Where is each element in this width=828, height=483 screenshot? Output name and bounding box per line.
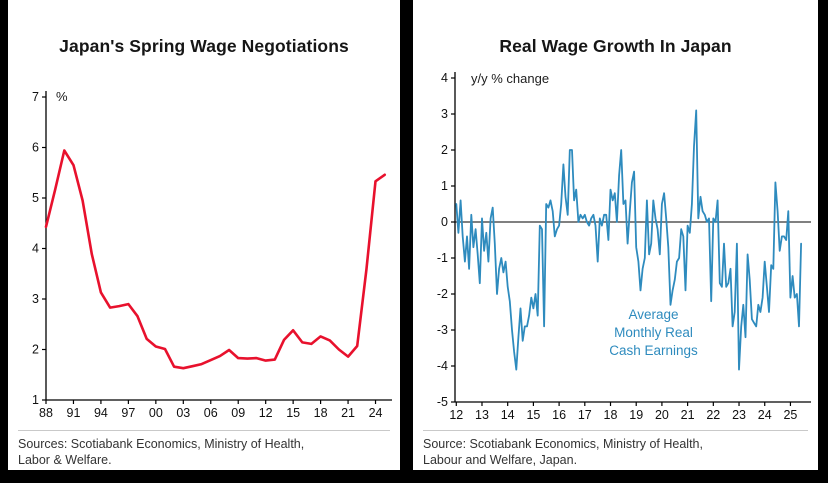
source-line-1: Sources: Scotiabank Economics, Ministry … [18,437,305,451]
svg-text:18: 18 [314,406,328,420]
yoy-axis-unit-label: y/y % change [471,71,550,86]
real-wage-chart-panel: Real Wage Growth In Japan y/y % change 4… [413,0,818,470]
svg-text:21: 21 [341,406,355,420]
svg-text:16: 16 [552,408,566,422]
svg-text:-3: -3 [437,323,448,337]
series-annotation-line-1: Average [628,307,679,322]
spring-wage-chart-title: Japan's Spring Wage Negotiations [59,36,349,56]
svg-text:6: 6 [32,141,39,155]
svg-text:3: 3 [32,292,39,306]
svg-text:-5: -5 [437,395,448,409]
svg-text:0: 0 [441,215,448,229]
svg-text:12: 12 [259,406,273,420]
svg-text:2: 2 [32,343,39,357]
svg-text:20: 20 [655,408,669,422]
source-note-right: Source: Scotiabank Economics, Ministry o… [423,430,808,469]
svg-text:3: 3 [441,107,448,121]
svg-text:23: 23 [732,408,746,422]
source-line-2: Labour and Welfare, Japan. [423,453,578,468]
svg-text:5: 5 [32,191,39,205]
svg-text:15: 15 [286,406,300,420]
svg-text:00: 00 [149,406,163,420]
percent-axis-unit-label: % [56,89,68,104]
series-annotation: Average Monthly Real Cash Earnings [581,306,726,360]
svg-text:2: 2 [441,143,448,157]
source-line-1: Source: Scotiabank Economics, Ministry o… [423,437,703,451]
source-note-left: Sources: Scotiabank Economics, Ministry … [18,430,390,469]
svg-text:-2: -2 [437,287,448,301]
svg-text:1: 1 [32,393,39,407]
real-wage-chart-title: Real Wage Growth In Japan [499,36,732,56]
svg-text:97: 97 [121,406,135,420]
svg-text:94: 94 [94,406,108,420]
svg-text:09: 09 [231,406,245,420]
series-annotation-line-2: Monthly Real [614,325,693,340]
series-annotation-line-3: Cash Earnings [609,343,698,358]
svg-text:19: 19 [629,408,643,422]
svg-text:12: 12 [449,408,463,422]
svg-text:24: 24 [369,406,383,420]
svg-text:4: 4 [32,242,39,256]
svg-text:24: 24 [758,408,772,422]
svg-text:88: 88 [39,406,53,420]
svg-text:91: 91 [67,406,81,420]
svg-text:7: 7 [32,90,39,104]
svg-text:06: 06 [204,406,218,420]
svg-text:15: 15 [526,408,540,422]
svg-text:1: 1 [441,179,448,193]
svg-text:25: 25 [783,408,797,422]
svg-text:14: 14 [501,408,515,422]
svg-text:21: 21 [681,408,695,422]
svg-text:22: 22 [706,408,720,422]
svg-text:4: 4 [441,71,448,85]
svg-text:18: 18 [604,408,618,422]
svg-text:13: 13 [475,408,489,422]
svg-text:17: 17 [578,408,592,422]
svg-text:03: 03 [176,406,190,420]
source-line-2: Labor & Welfare. [18,453,112,468]
svg-text:-4: -4 [437,359,448,373]
svg-text:-1: -1 [437,251,448,265]
